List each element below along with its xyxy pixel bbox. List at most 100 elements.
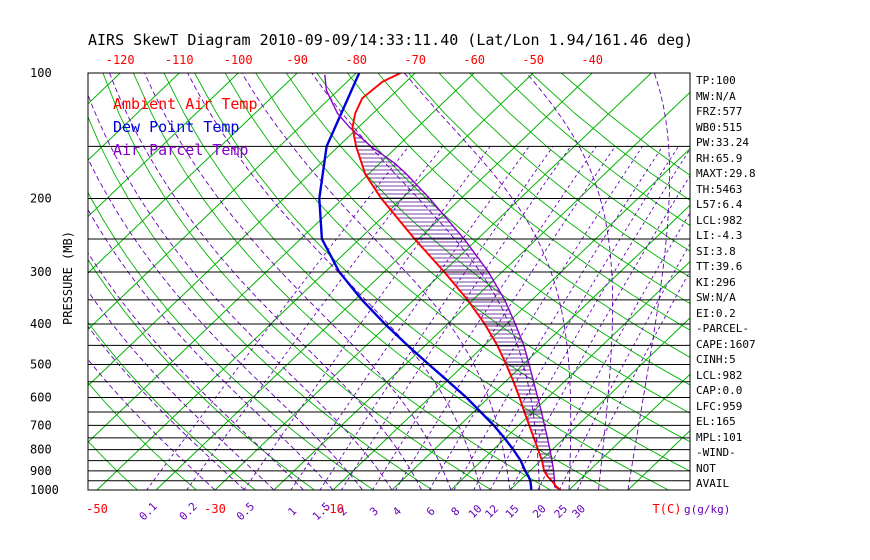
top-temp-tick: -60 — [463, 53, 485, 67]
top-temp-tick: -70 — [404, 53, 426, 67]
pressure-tick: 200 — [30, 192, 52, 206]
mixing-ratio-tick: 6 — [424, 505, 438, 519]
stat-line: -PARCEL- — [696, 322, 749, 335]
stat-line: LCL:982 — [696, 368, 743, 382]
mixing-ratio-tick: 30 — [570, 502, 589, 521]
pressure-tick: 800 — [30, 443, 52, 457]
mixing-ratio-line — [146, 146, 410, 490]
plot-border — [87, 72, 691, 491]
bottom-temp-tick: -10 — [322, 502, 344, 516]
stat-line: FRZ:577 — [696, 105, 743, 118]
pressure-tick: 1000 — [30, 483, 59, 497]
stat-line: CAP:0.0 — [696, 384, 743, 397]
isotherm-line — [88, 73, 357, 331]
bottom-temp-tick: -30 — [204, 502, 226, 516]
stat-line: TH:5463 — [696, 182, 743, 196]
mixing-ratio-line — [341, 146, 572, 490]
isotherm-line — [88, 73, 180, 161]
mixing-ratio-tick: 15 — [503, 502, 522, 521]
top-temp-tick: -100 — [224, 53, 253, 67]
top-temp-tick: -80 — [345, 53, 367, 67]
pressure-tick: 700 — [30, 418, 52, 432]
stat-line: SW:N/A — [696, 291, 736, 304]
mixing-ratio-tick: 1 — [285, 505, 299, 519]
mixing-ratio-line — [395, 146, 616, 490]
mixing-ratio-tick: 25 — [552, 502, 571, 521]
isotherm-line — [88, 73, 239, 218]
legend-dew-point: Dew Point Temp — [113, 118, 240, 136]
legend-ambient-temp: Ambient Air Temp — [113, 95, 258, 113]
mixing-ratio-tick: 8 — [449, 505, 463, 519]
mixing-ratio-line — [453, 146, 663, 490]
pressure-tick: 900 — [30, 464, 52, 478]
top-temp-tick: -50 — [522, 53, 544, 67]
moist-adiabat-line — [241, 73, 511, 490]
mixing-ratio-line — [186, 146, 443, 490]
top-temp-tick: -40 — [581, 53, 603, 67]
isotherm-line — [568, 373, 690, 490]
ambient-temp-curve — [351, 73, 562, 490]
isotherm-line — [273, 91, 690, 490]
stat-line: LCL:982 — [696, 213, 743, 227]
isotherm-line — [88, 73, 416, 387]
dry-adiabat-line — [224, 73, 690, 472]
mixing-ratio-line — [290, 146, 530, 490]
mixing-ratio-line — [428, 146, 643, 490]
stat-line: EL:165 — [696, 415, 736, 428]
temp-unit-label: T(C) — [653, 502, 682, 516]
pressure-tick: 500 — [30, 358, 52, 372]
mixing-ratio-tick: 12 — [482, 502, 501, 521]
top-temp-tick: -120 — [106, 53, 135, 67]
chart-title: AIRS SkewT Diagram 2010-09-09/14:33:11.4… — [88, 31, 694, 49]
mixing-ratio-line — [489, 148, 690, 490]
stat-line: SI:3.8 — [696, 244, 736, 258]
mixing-ratio-line — [372, 146, 597, 490]
stat-line: MPL:101 — [696, 430, 743, 444]
pressure-tick: 400 — [30, 317, 52, 331]
stat-line: LFC:959 — [696, 399, 743, 413]
stat-line: AVAIL — [696, 477, 730, 490]
dry-adiabat-line — [0, 73, 19, 490]
mixing-ratio-tick: 0.5 — [234, 500, 257, 523]
isotherm-line — [509, 317, 690, 490]
legend-air-parcel: Air Parcel Temp — [113, 141, 249, 159]
stat-line: RH:65.9 — [696, 151, 743, 165]
isotherm-line — [391, 204, 690, 490]
stat-line: TP:100 — [696, 74, 736, 87]
stat-line: CAPE:1607 — [696, 337, 756, 351]
mixing-ratio-line — [243, 146, 491, 490]
pressure-tick: 300 — [30, 265, 52, 279]
mixing-ratio-line — [558, 242, 690, 490]
stat-line: L57:6.4 — [696, 198, 743, 211]
stat-line: EI:0.2 — [696, 306, 736, 320]
stat-line: MAXT:29.8 — [696, 167, 756, 180]
mixing-ratio-line — [319, 146, 554, 490]
mixing-ratio-line — [510, 174, 690, 490]
mixing-unit-label: g(g/kg) — [684, 503, 730, 516]
isotherm-line — [88, 73, 298, 274]
top-temp-tick: -110 — [165, 53, 194, 67]
pressure-tick: 100 — [30, 66, 52, 80]
mixing-ratio-tick: 4 — [390, 504, 404, 518]
mixing-ratio-tick: 0.2 — [177, 500, 200, 523]
mixing-ratio-tick: 20 — [530, 502, 549, 521]
top-temp-tick: -90 — [286, 53, 308, 67]
legend: Ambient Air Temp Dew Point Temp Air Parc… — [113, 93, 258, 162]
stat-line: PW:33.24 — [696, 136, 749, 149]
mixing-ratio-line — [576, 270, 690, 490]
stat-line: CINH:5 — [696, 353, 736, 366]
stat-line: MW:N/A — [696, 89, 736, 103]
dew-point-curve — [318, 73, 533, 490]
stat-line: NOT — [696, 461, 716, 475]
mixing-ratio-tick: 3 — [367, 505, 381, 519]
dry-adiabat-line — [194, 73, 669, 490]
stat-line: KI:296 — [696, 275, 736, 289]
isotherm-line — [88, 73, 475, 443]
pressure-tick: 600 — [30, 391, 52, 405]
stat-line: WB0:515 — [696, 120, 743, 134]
isotherm-line — [332, 148, 690, 490]
stat-line: LI:-4.3 — [696, 229, 743, 242]
mixing-ratio-tick: 0.1 — [137, 500, 160, 523]
